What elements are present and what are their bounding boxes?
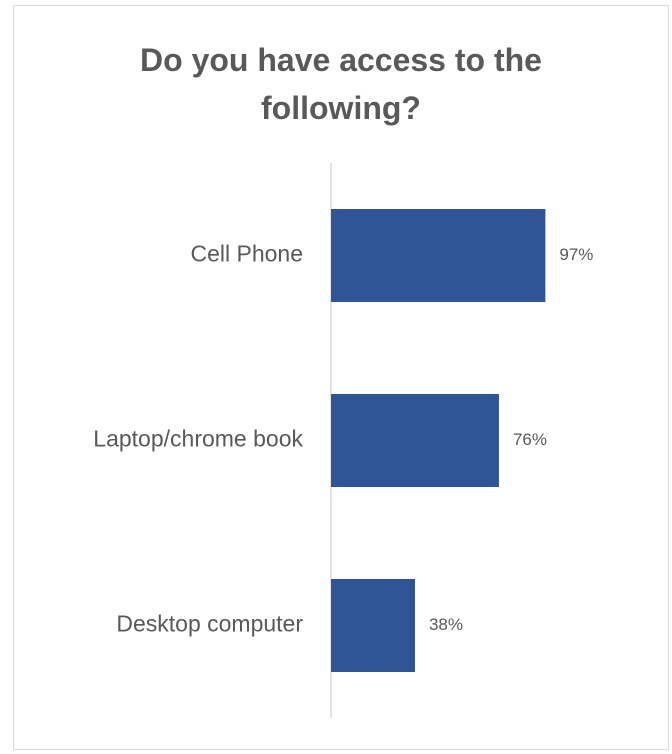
chart-title-line-1: Do you have access to the [140,42,542,78]
bar [331,209,546,302]
bar [331,394,499,487]
data-label: 97% [559,245,593,264]
category-label: Cell Phone [190,241,303,267]
chart-plot: Cell Phone 97% Laptop/chrome book 76% Deskto… [93,163,593,718]
category-label: Desktop computer [116,611,303,637]
chart-frame: Do you have access to the following? Cel… [13,5,669,750]
chart-title-line-2: following? [261,90,421,126]
data-label: 76% [513,430,547,449]
data-label: 38% [429,615,463,634]
bar [331,579,415,672]
chart-title: Do you have access to the following? [14,36,668,132]
category-label: Laptop/chrome book [93,426,303,452]
